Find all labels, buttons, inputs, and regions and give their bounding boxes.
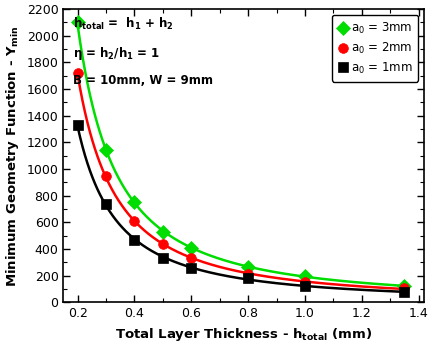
a$_\mathregular{0}$ = 1mm	[189, 266, 194, 271]
a$_\mathregular{0}$ = 3mm	[246, 265, 251, 269]
a$_\mathregular{0}$ = 2mm	[189, 256, 194, 261]
Line: a$_\mathregular{0}$ = 1mm: a$_\mathregular{0}$ = 1mm	[73, 120, 409, 297]
a$_\mathregular{0}$ = 2mm	[402, 286, 407, 290]
a$_\mathregular{0}$ = 3mm	[103, 149, 109, 153]
a$_\mathregular{0}$ = 2mm	[132, 219, 137, 223]
a$_\mathregular{0}$ = 2mm	[103, 174, 109, 178]
Y-axis label: Minimum Geometry Function - Y$_\mathregular{min}$: Minimum Geometry Function - Y$_\mathregu…	[4, 25, 21, 287]
Text: h$_\mathregular{total}$ =  h$_\mathregular{1}$ + h$_\mathregular{2}$: h$_\mathregular{total}$ = h$_\mathregula…	[74, 16, 174, 32]
a$_\mathregular{0}$ = 2mm	[75, 71, 80, 75]
a$_\mathregular{0}$ = 2mm	[246, 272, 251, 277]
Line: a$_\mathregular{0}$ = 3mm: a$_\mathregular{0}$ = 3mm	[73, 18, 409, 291]
Legend: a$_\mathregular{0}$ = 3mm, a$_\mathregular{0}$ = 2mm, a$_\mathregular{0}$ = 1mm: a$_\mathregular{0}$ = 3mm, a$_\mathregul…	[332, 15, 418, 82]
a$_\mathregular{0}$ = 3mm	[132, 200, 137, 204]
a$_\mathregular{0}$ = 1mm	[103, 202, 109, 206]
X-axis label: Total Layer Thickness - h$_\mathregular{total}$ (mm): Total Layer Thickness - h$_\mathregular{…	[115, 326, 372, 343]
a$_\mathregular{0}$ = 1mm	[132, 238, 137, 243]
Text: B = 10mm, W = 9mm: B = 10mm, W = 9mm	[74, 75, 213, 87]
a$_\mathregular{0}$ = 3mm	[402, 284, 407, 288]
a$_\mathregular{0}$ = 1mm	[402, 290, 407, 294]
a$_\mathregular{0}$ = 1mm	[246, 276, 251, 280]
a$_\mathregular{0}$ = 2mm	[302, 280, 307, 284]
a$_\mathregular{0}$ = 3mm	[189, 246, 194, 250]
a$_\mathregular{0}$ = 3mm	[75, 20, 80, 25]
a$_\mathregular{0}$ = 3mm	[160, 230, 165, 234]
Line: a$_\mathregular{0}$ = 2mm: a$_\mathregular{0}$ = 2mm	[73, 68, 409, 293]
a$_\mathregular{0}$ = 1mm	[75, 123, 80, 127]
a$_\mathregular{0}$ = 2mm	[160, 242, 165, 246]
a$_\mathregular{0}$ = 1mm	[302, 284, 307, 288]
Text: η = h$_\mathregular{2}$/h$_\mathregular{1}$ = 1: η = h$_\mathregular{2}$/h$_\mathregular{…	[74, 45, 161, 62]
a$_\mathregular{0}$ = 1mm	[160, 256, 165, 260]
a$_\mathregular{0}$ = 3mm	[302, 274, 307, 279]
